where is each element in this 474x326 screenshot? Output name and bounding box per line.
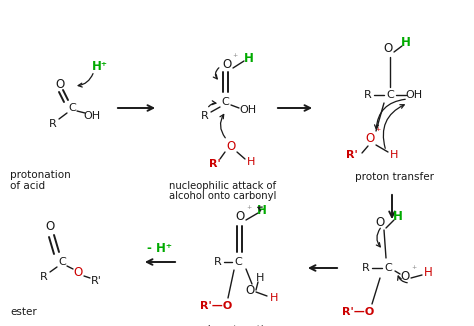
Text: R': R' (346, 150, 358, 160)
Text: O: O (227, 140, 236, 153)
Text: O: O (73, 266, 82, 279)
Text: H: H (270, 293, 278, 303)
Text: O: O (236, 210, 245, 223)
Text: O: O (55, 78, 64, 91)
Text: protonation: protonation (10, 170, 71, 180)
Text: R': R' (91, 276, 101, 286)
Text: C: C (221, 97, 229, 107)
Text: alcohol onto carbonyl: alcohol onto carbonyl (169, 191, 277, 201)
Text: O: O (383, 42, 392, 55)
Text: H: H (256, 273, 264, 283)
Text: R': R' (209, 159, 221, 169)
Text: proton transfer: proton transfer (356, 172, 435, 182)
Text: ⁺: ⁺ (246, 205, 252, 215)
Text: - H⁺: - H⁺ (147, 242, 173, 255)
Text: R'—O: R'—O (342, 307, 374, 317)
Text: O: O (246, 284, 255, 297)
Text: R: R (214, 257, 222, 267)
Text: OH: OH (239, 105, 256, 115)
Text: R: R (49, 119, 57, 129)
Text: H: H (257, 203, 267, 216)
Text: OH: OH (83, 111, 100, 121)
Text: H⁺: H⁺ (92, 60, 108, 72)
Text: O: O (365, 132, 374, 145)
Text: C: C (234, 257, 242, 267)
Text: C: C (386, 90, 394, 100)
Text: H: H (424, 266, 432, 279)
Text: R'—O: R'—O (200, 301, 232, 311)
Text: ⁺: ⁺ (375, 127, 381, 137)
Text: R: R (362, 263, 370, 273)
Text: O: O (46, 219, 55, 232)
Text: H: H (247, 157, 255, 167)
Text: H: H (244, 52, 254, 65)
Text: O: O (222, 57, 232, 70)
Text: H: H (401, 37, 411, 50)
Text: H: H (390, 150, 398, 160)
Text: O: O (401, 270, 410, 283)
Text: R: R (40, 272, 48, 282)
Text: nucleophilic attack of: nucleophilic attack of (169, 181, 276, 191)
Text: R: R (201, 111, 209, 121)
Text: ester: ester (10, 307, 37, 317)
Text: ⁺: ⁺ (232, 53, 237, 63)
Text: H: H (393, 210, 403, 223)
Text: ⁺: ⁺ (411, 265, 417, 275)
Text: O: O (375, 215, 384, 229)
Text: of acid: of acid (10, 181, 45, 191)
Text: deprotonation: deprotonation (203, 325, 277, 326)
Text: C: C (384, 263, 392, 273)
Text: C: C (68, 103, 76, 113)
Text: C: C (58, 257, 66, 267)
Text: R: R (364, 90, 372, 100)
Text: OH: OH (405, 90, 422, 100)
